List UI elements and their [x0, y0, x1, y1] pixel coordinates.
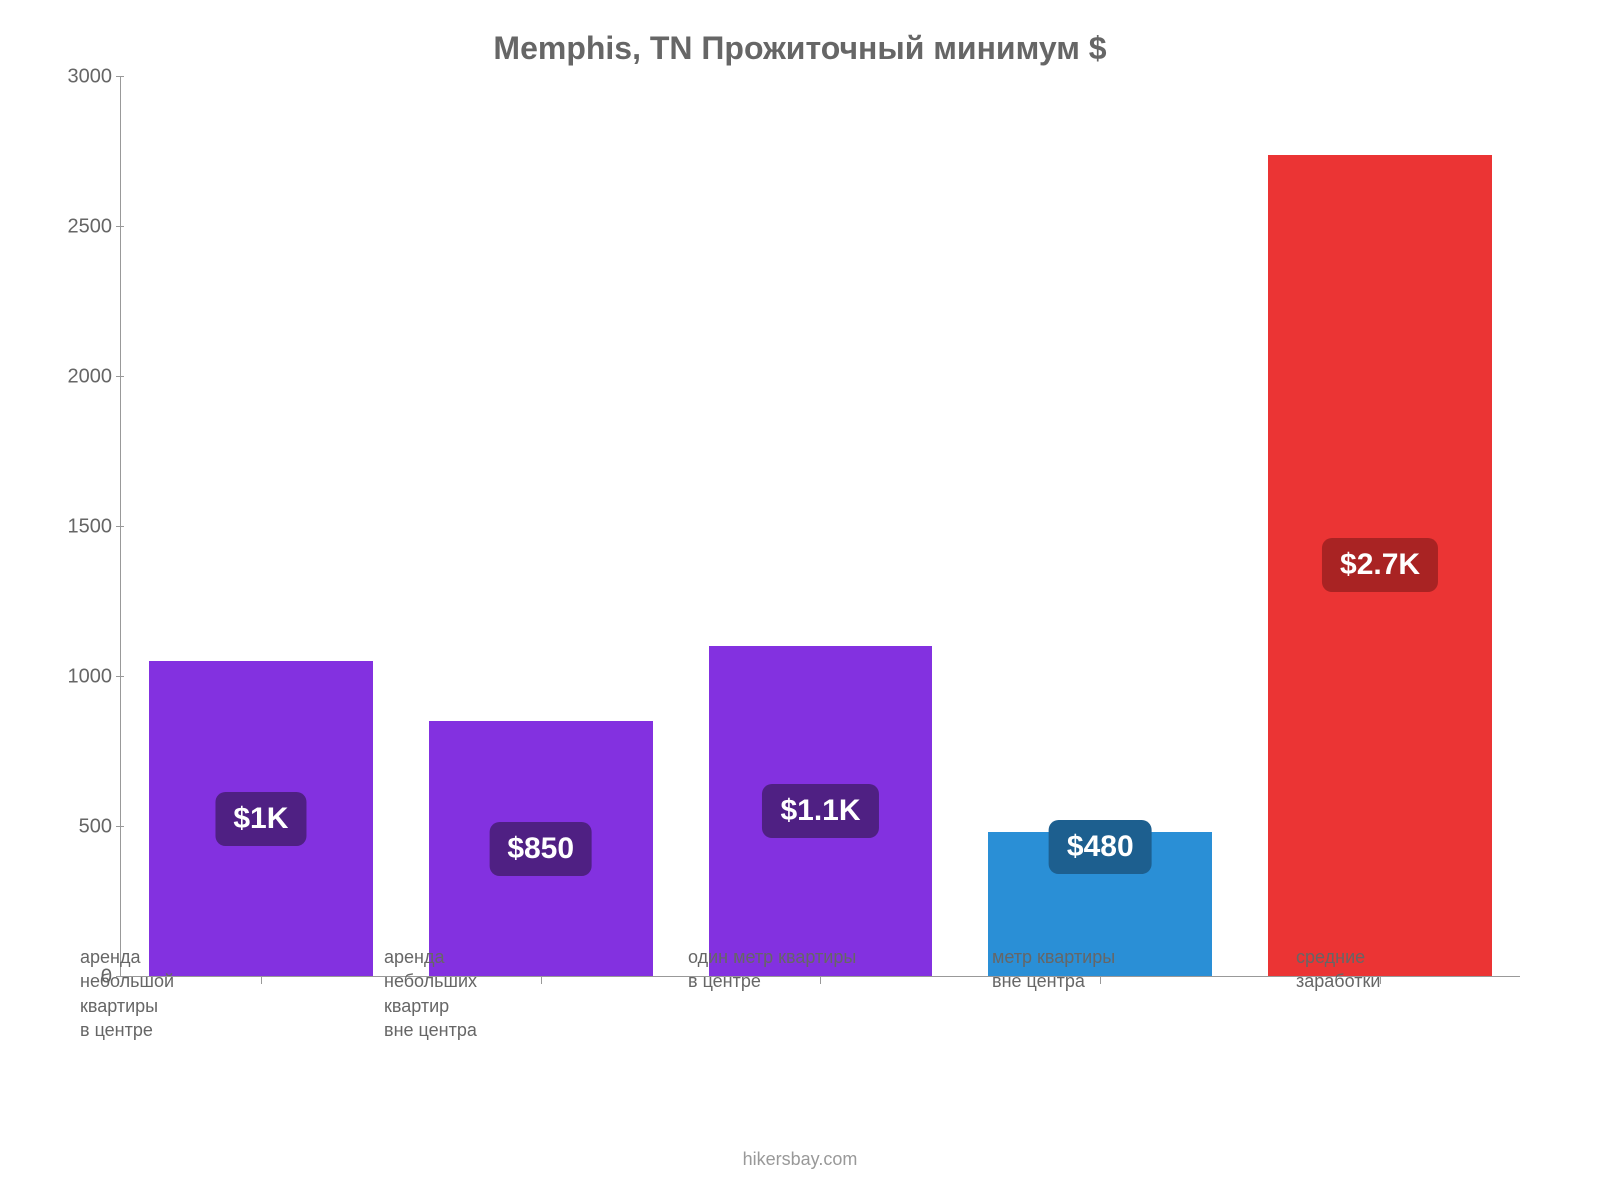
bar-value-label: $1.1K	[762, 784, 878, 838]
plot-area: $1K $850 $1.1K $480 $2.7K	[120, 77, 1520, 977]
bar: $2.7K	[1268, 155, 1492, 976]
x-label-slot: аренданебольшойквартирыв центре	[60, 945, 364, 1042]
bar-value-label: $850	[489, 822, 592, 876]
bar-slot: $1.1K	[681, 77, 961, 976]
y-tick-label: 2000	[68, 366, 113, 389]
x-axis-label: аренданебольшихквартирвне центра	[384, 945, 477, 1042]
bar-slot: $480	[960, 77, 1240, 976]
bar: $850	[429, 721, 653, 976]
x-axis-label: аренданебольшойквартирыв центре	[80, 945, 174, 1042]
y-axis: 050010001500200025003000	[60, 77, 120, 977]
chart-footer: hikersbay.com	[0, 1149, 1600, 1170]
bar-slot: $2.7K	[1240, 77, 1520, 976]
x-label-slot: аренданебольшихквартирвне центра	[364, 945, 668, 1042]
bar: $1.1K	[709, 646, 933, 976]
bars-row: $1K $850 $1.1K $480 $2.7K	[121, 77, 1520, 976]
x-axis-labels: аренданебольшойквартирыв центре аренданеб…	[60, 945, 1580, 1042]
bar-value-label: $480	[1049, 820, 1152, 874]
bar: $1K	[149, 661, 373, 976]
bar-slot: $850	[401, 77, 681, 976]
x-axis-label: один метр квартирыв центре	[688, 945, 856, 1042]
x-label-slot: один метр квартирыв центре	[668, 945, 972, 1042]
chart-container: Memphis, TN Прожиточный минимум $ 050010…	[0, 0, 1600, 1200]
plot-wrapper: 050010001500200025003000 $1K$850$1.1K$48…	[120, 77, 1520, 977]
x-label-slot: средниезаработки	[1276, 945, 1580, 1042]
x-axis-label: средниезаработки	[1296, 945, 1380, 1042]
bar-value-label: $1K	[215, 792, 306, 846]
y-tick-label: 1000	[68, 666, 113, 689]
y-tick-label: 1500	[68, 516, 113, 539]
x-label-slot: метр квартирывне центра	[972, 945, 1276, 1042]
x-axis-label: метр квартирывне центра	[992, 945, 1115, 1042]
chart-title: Memphis, TN Прожиточный минимум $	[60, 30, 1540, 67]
y-tick-label: 2500	[68, 216, 113, 239]
y-tick-label: 500	[79, 816, 112, 839]
y-tick-label: 3000	[68, 66, 113, 89]
bar-slot: $1K	[121, 77, 401, 976]
bar-value-label: $2.7K	[1322, 538, 1438, 592]
